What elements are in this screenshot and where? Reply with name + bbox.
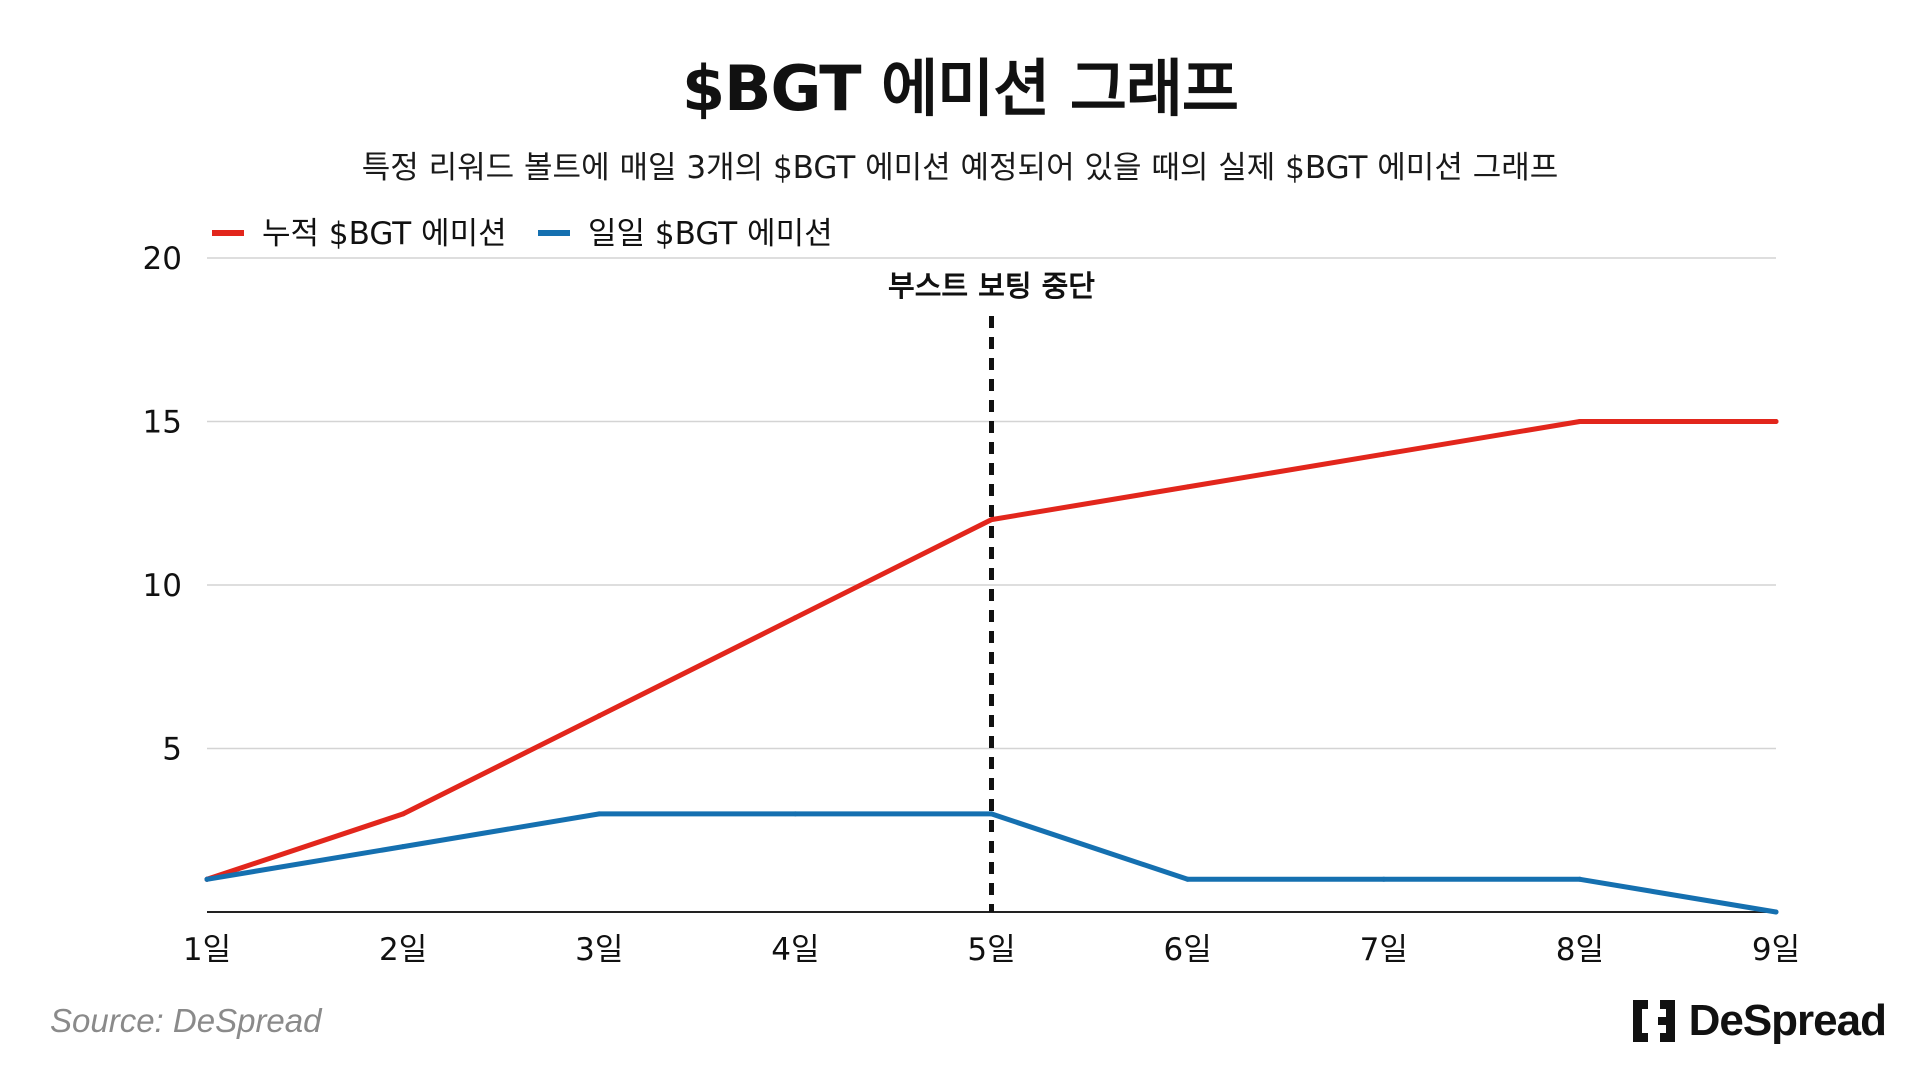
x-tick-label-4: 4일: [771, 932, 819, 968]
legend-label-daily: 일일 $BGT 에미션: [588, 216, 833, 252]
data-point-daily-6: [1185, 876, 1191, 882]
data-point-cumulative-2: [400, 811, 406, 817]
x-axis-ticks: 1일 2일 3일 4일 5일 6일 7일 8일 9일: [183, 932, 1800, 968]
data-point-daily-9: [1773, 909, 1779, 915]
data-point-daily-1: [204, 876, 210, 882]
logo-text: DeSpread: [1688, 996, 1887, 1045]
x-tick-label-2: 2일: [379, 932, 427, 968]
despread-mark-icon: [1632, 1000, 1675, 1042]
data-point-daily-3: [596, 811, 602, 817]
y-tick-label-20: 20: [143, 241, 182, 277]
chart-subtitle: 특정 리워드 볼트에 매일 3개의 $BGT 에미션 예정되어 있을 때의 실제…: [361, 150, 1559, 186]
legend-label-cumulative: 누적 $BGT 에미션: [262, 216, 507, 252]
source-note: Source: DeSpread: [50, 1002, 322, 1039]
annotation-label: 부스트 보팅 중단: [888, 269, 1095, 303]
data-point-cumulative-3: [596, 713, 602, 719]
data-point-cumulative-7: [1381, 451, 1387, 457]
annotation: 부스트 보팅 중단: [888, 269, 1095, 912]
data-point-cumulative-5: [989, 517, 994, 523]
despread-logo: DeSpread: [1631, 996, 1887, 1046]
data-point-cumulative-9: [1773, 419, 1779, 424]
data-point-daily-2: [400, 844, 406, 850]
legend: 누적 $BGT 에미션 일일 $BGT 에미션: [212, 216, 833, 252]
x-tick-label-1: 1일: [183, 932, 231, 968]
x-tick-label-8: 8일: [1556, 932, 1604, 968]
y-tick-label-15: 15: [143, 405, 182, 441]
series-lines: [204, 419, 1779, 915]
x-tick-label-6: 6일: [1164, 932, 1212, 968]
data-point-cumulative-4: [792, 615, 798, 621]
data-point-daily-4: [792, 811, 798, 817]
data-point-cumulative-8: [1577, 419, 1583, 424]
chart-title: $BGT 에미션 그래프: [682, 52, 1239, 125]
data-point-daily-5: [989, 811, 994, 817]
x-tick-label-3: 3일: [575, 932, 623, 968]
x-tick-label-9: 9일: [1752, 932, 1800, 968]
data-point-cumulative-6: [1185, 484, 1191, 490]
x-tick-label-7: 7일: [1360, 932, 1408, 968]
y-tick-label-10: 10: [143, 568, 182, 604]
x-tick-label-5: 5일: [967, 932, 1015, 968]
y-axis-ticks: 5 10 15 20: [143, 241, 182, 768]
y-tick-label-5: 5: [162, 732, 182, 768]
data-point-daily-8: [1577, 876, 1583, 882]
data-point-daily-7: [1381, 876, 1387, 882]
